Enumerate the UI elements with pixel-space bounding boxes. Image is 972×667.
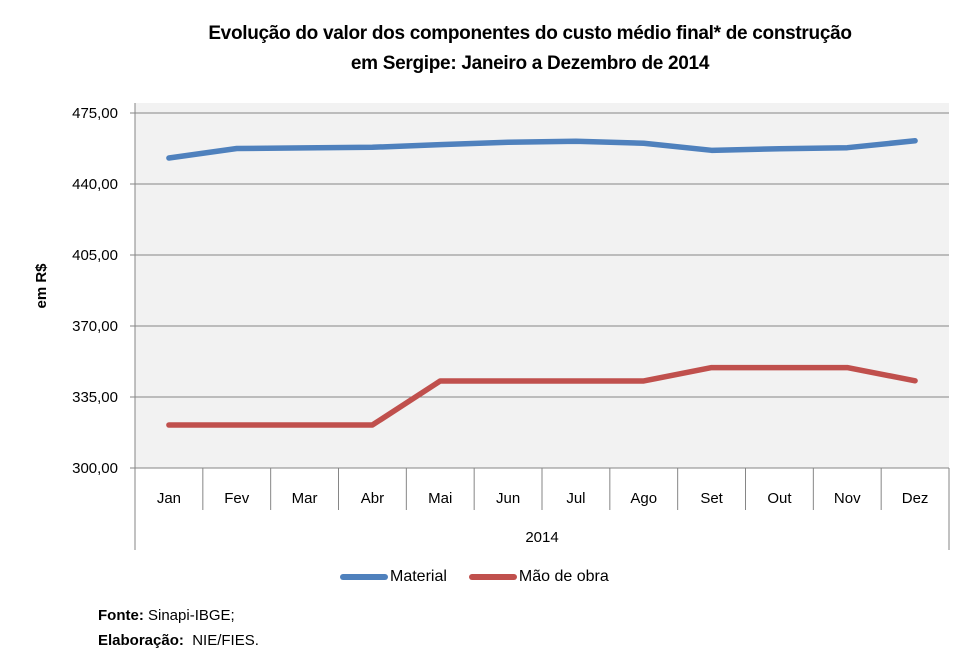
x-tick-label: Mar (292, 490, 318, 507)
credit-value: NIE/FIES. (183, 632, 259, 649)
x-tick-label: Set (700, 490, 723, 507)
x-tick-label: Jun (496, 490, 520, 507)
series-line-material (166, 138, 918, 161)
legend: Material Mão de obra (340, 568, 631, 586)
x-tick-label: Ago (630, 490, 657, 507)
y-tick-label: 440,00 (72, 176, 118, 193)
y-tick-label: 300,00 (72, 460, 118, 477)
x-tick-label: Nov (834, 490, 861, 507)
x-tick-label: Out (767, 490, 792, 507)
legend-label-mao-de-obra: Mão de obra (518, 568, 609, 585)
legend-item-material: Material (340, 568, 447, 586)
legend-swatch-mao-de-obra (468, 574, 517, 580)
y-axis-ticks: 300,00 335,00 370,00 405,00 440,00 475,00 (72, 105, 118, 477)
footer-credit: Elaboração: NIE/FIES. (98, 632, 259, 649)
credit-label: Elaboração: (98, 632, 184, 649)
chart-title-line-1: Evolução do valor dos componentes do cus… (208, 23, 852, 44)
gridlines (130, 112, 949, 469)
x-tick-label: Jul (566, 490, 585, 507)
y-tick-label: 335,00 (72, 389, 118, 406)
x-tick-label: Abr (361, 490, 384, 507)
y-tick-label: 370,00 (72, 318, 118, 335)
series-line-m-o-de-obra (166, 364, 918, 428)
source-label: Fonte: (98, 607, 144, 624)
x-axis: Jan Fev Mar Abr Mai Jun Jul Ago Set Out Nov Dez (134, 103, 950, 550)
x-tick-label: Dez (902, 490, 929, 507)
x-tick-label: Jan (157, 490, 181, 507)
legend-item-mao-de-obra: Mão de obra (468, 568, 609, 586)
x-axis-group-label: 2014 (525, 529, 558, 546)
plot-area (135, 103, 949, 468)
source-value: Sinapi-IBGE; (143, 607, 235, 624)
footer-source: Fonte: Sinapi-IBGE; (98, 607, 235, 624)
x-tick-label: Mai (428, 490, 452, 507)
legend-swatch-material (340, 574, 388, 580)
y-axis-label: em R$ (33, 263, 50, 309)
y-tick-label: 475,00 (72, 105, 118, 122)
chart-title-line-2: em Sergipe: Janeiro a Dezembro de 2014 (350, 53, 710, 74)
x-tick-label: Fev (224, 490, 250, 507)
legend-label-material: Material (390, 568, 447, 585)
y-tick-label: 405,00 (72, 247, 118, 264)
series-lines (166, 138, 918, 428)
